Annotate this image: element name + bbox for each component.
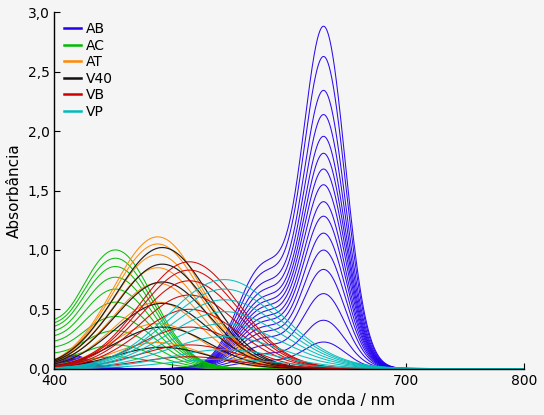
X-axis label: Comprimento de onda / nm: Comprimento de onda / nm xyxy=(183,393,395,408)
Y-axis label: Absorbância: Absorbância xyxy=(7,143,22,238)
Legend: AB, AC, AT, V40, VB, VP: AB, AC, AT, V40, VB, VP xyxy=(59,17,119,124)
